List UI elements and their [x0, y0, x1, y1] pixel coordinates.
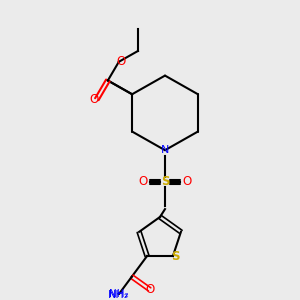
Text: O: O	[182, 175, 192, 188]
Text: ₂: ₂	[124, 290, 128, 300]
Text: NH₂: NH₂	[109, 289, 129, 299]
Text: O: O	[145, 283, 154, 296]
Text: O: O	[138, 175, 148, 188]
Text: N: N	[161, 145, 169, 155]
Text: S: S	[171, 250, 179, 262]
Text: O: O	[116, 55, 125, 68]
Text: S: S	[161, 175, 169, 188]
Text: NH: NH	[107, 290, 124, 300]
Text: O: O	[89, 93, 98, 106]
